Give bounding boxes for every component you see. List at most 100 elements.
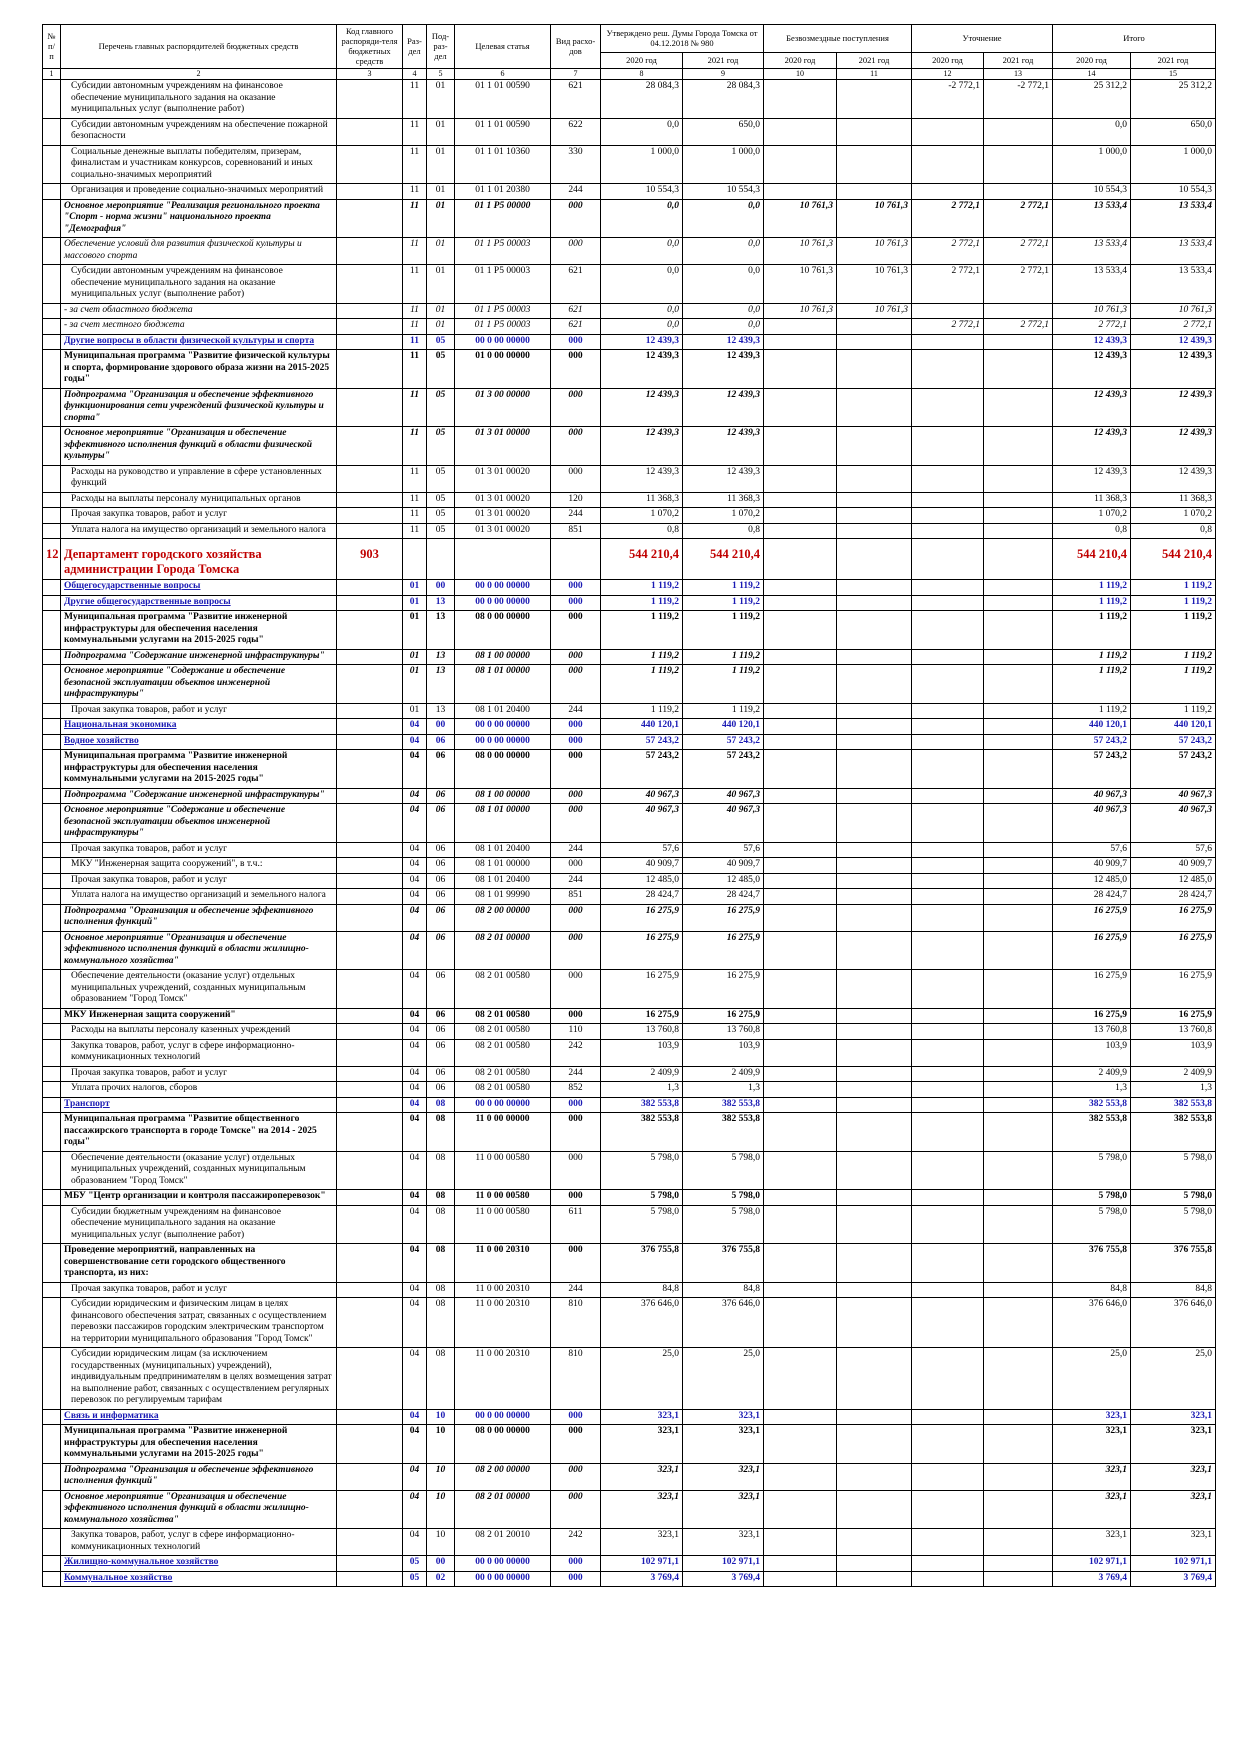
code-cell: 00 0 00 00000	[454, 1555, 551, 1572]
code-cell	[42, 1081, 61, 1098]
row-name: Субсидии автономным учреждениям на финан…	[60, 264, 337, 304]
amount-cell	[763, 1065, 838, 1082]
amount-cell: 1 119,2	[1130, 664, 1217, 704]
amount-cell: 0,0	[681, 302, 765, 319]
amount-cell: 5 798,0	[1130, 1150, 1217, 1190]
amount-cell	[763, 969, 838, 1009]
table-row: Обеспечение деятельности (оказание услуг…	[42, 1150, 1217, 1190]
code-cell	[42, 930, 61, 970]
amount-cell	[911, 1489, 985, 1529]
code-cell: 04	[402, 903, 427, 932]
code-cell: 01 3 01 00020	[454, 507, 551, 524]
amount-cell: 1 000,0	[681, 144, 765, 184]
amount-cell: 2 772,1	[983, 237, 1054, 265]
amount-cell	[911, 522, 985, 539]
amount-cell	[983, 857, 1054, 874]
amount-cell: 10 761,3	[836, 237, 913, 265]
amount-cell: 13 533,4	[1052, 264, 1132, 304]
amount-cell: 103,9	[681, 1038, 765, 1067]
code-cell: 05	[426, 522, 455, 539]
code-cell: 01 1 P5 00000	[454, 198, 551, 238]
code-cell	[336, 318, 403, 335]
code-cell	[42, 579, 61, 596]
amount-cell	[983, 594, 1054, 611]
amount-cell	[983, 787, 1054, 804]
code-cell	[42, 426, 61, 466]
amount-cell: 40 967,3	[600, 803, 683, 843]
amount-cell: 2 772,1	[983, 264, 1054, 304]
code-cell: 08	[426, 1297, 455, 1348]
amount-cell: 440 120,1	[1052, 718, 1132, 735]
amount-cell: 10 554,3	[1052, 183, 1132, 200]
table-row: Муниципальная программа "Развитие инжене…	[42, 749, 1217, 789]
code-cell: 000	[550, 237, 601, 265]
amount-cell: 12 439,3	[681, 387, 765, 427]
row-name: Другие вопросы в области физической куль…	[60, 333, 337, 350]
amount-cell	[911, 1023, 985, 1040]
row-name: Связь и информатика	[60, 1408, 337, 1425]
amount-cell: 544 210,4	[681, 538, 765, 580]
code-cell	[336, 579, 403, 596]
code-cell	[42, 1204, 61, 1244]
amount-cell: 1 119,2	[1130, 702, 1217, 719]
amount-cell: 1 119,2	[681, 702, 765, 719]
amount-cell	[763, 522, 838, 539]
table-row: - за счет местного бюджета 11 01 01 1 P5 00…	[42, 318, 1217, 335]
code-cell	[42, 144, 61, 184]
code-cell	[42, 1189, 61, 1206]
code-cell: 04	[402, 803, 427, 843]
code-cell: 852	[550, 1081, 601, 1098]
table-row: Подпрограмма "Организация и обеспечение …	[42, 1462, 1217, 1491]
code-cell	[42, 237, 61, 265]
code-cell: 08 2 00 00000	[454, 903, 551, 932]
amount-cell: 440 120,1	[1130, 718, 1217, 735]
code-cell	[42, 1096, 61, 1113]
row-name: Субсидии юридическим лицам (за исключени…	[60, 1347, 337, 1410]
table-row: Субсидии автономным учреждениям на финан…	[42, 79, 1217, 119]
amount-cell: 323,1	[600, 1528, 683, 1556]
code-cell: 08 2 00 00000	[454, 1462, 551, 1491]
amount-cell	[763, 1243, 838, 1283]
code-cell: 04	[402, 749, 427, 789]
table-row: Основное мероприятие "Организация и обес…	[42, 1489, 1217, 1529]
amount-cell: 1 119,2	[1052, 579, 1132, 596]
amount-cell	[836, 803, 913, 843]
amount-cell	[763, 333, 838, 350]
code-cell: 08 1 01 00000	[454, 857, 551, 874]
code-cell: 01	[402, 648, 427, 665]
amount-cell: 1 000,0	[1130, 144, 1217, 184]
code-cell: 110	[550, 1023, 601, 1040]
document: № п/п Перечень главных распорядителей бю…	[42, 24, 1217, 1587]
amount-cell: 11 368,3	[681, 491, 765, 508]
amount-cell	[836, 333, 913, 350]
amount-cell	[763, 841, 838, 858]
amount-cell	[836, 387, 913, 427]
amount-cell: 323,1	[600, 1408, 683, 1425]
code-cell	[336, 610, 403, 650]
code-cell	[336, 718, 403, 735]
amount-cell	[763, 1150, 838, 1190]
code-cell: 01	[426, 237, 455, 265]
amount-cell: 57,6	[1130, 841, 1217, 858]
row-name: Уплата налога на имущество организаций и…	[60, 522, 337, 539]
code-cell: 08	[426, 1281, 455, 1298]
code-cell	[42, 787, 61, 804]
amount-cell	[836, 969, 913, 1009]
code-cell: 000	[550, 198, 601, 238]
amount-cell: 40 967,3	[1130, 803, 1217, 843]
amount-cell	[763, 507, 838, 524]
amount-cell: 5 798,0	[600, 1189, 683, 1206]
column-numbers-row: 1 2 3 4 5 6 7 8 9 10 11 12 13 14 15	[42, 68, 1217, 80]
code-cell: 11	[402, 79, 427, 119]
amount-cell	[836, 183, 913, 200]
amount-cell: 323,1	[681, 1528, 765, 1556]
amount-cell: 84,8	[1052, 1281, 1132, 1298]
row-name: Основное мероприятие "Содержание и обесп…	[60, 803, 337, 843]
amount-cell	[763, 1081, 838, 1098]
row-name: Субсидии автономным учреждениям на обесп…	[60, 117, 337, 146]
code-cell: 06	[426, 1038, 455, 1067]
amount-cell	[983, 1424, 1054, 1464]
code-cell: 11	[402, 387, 427, 427]
amount-cell	[911, 333, 985, 350]
code-cell	[336, 144, 403, 184]
